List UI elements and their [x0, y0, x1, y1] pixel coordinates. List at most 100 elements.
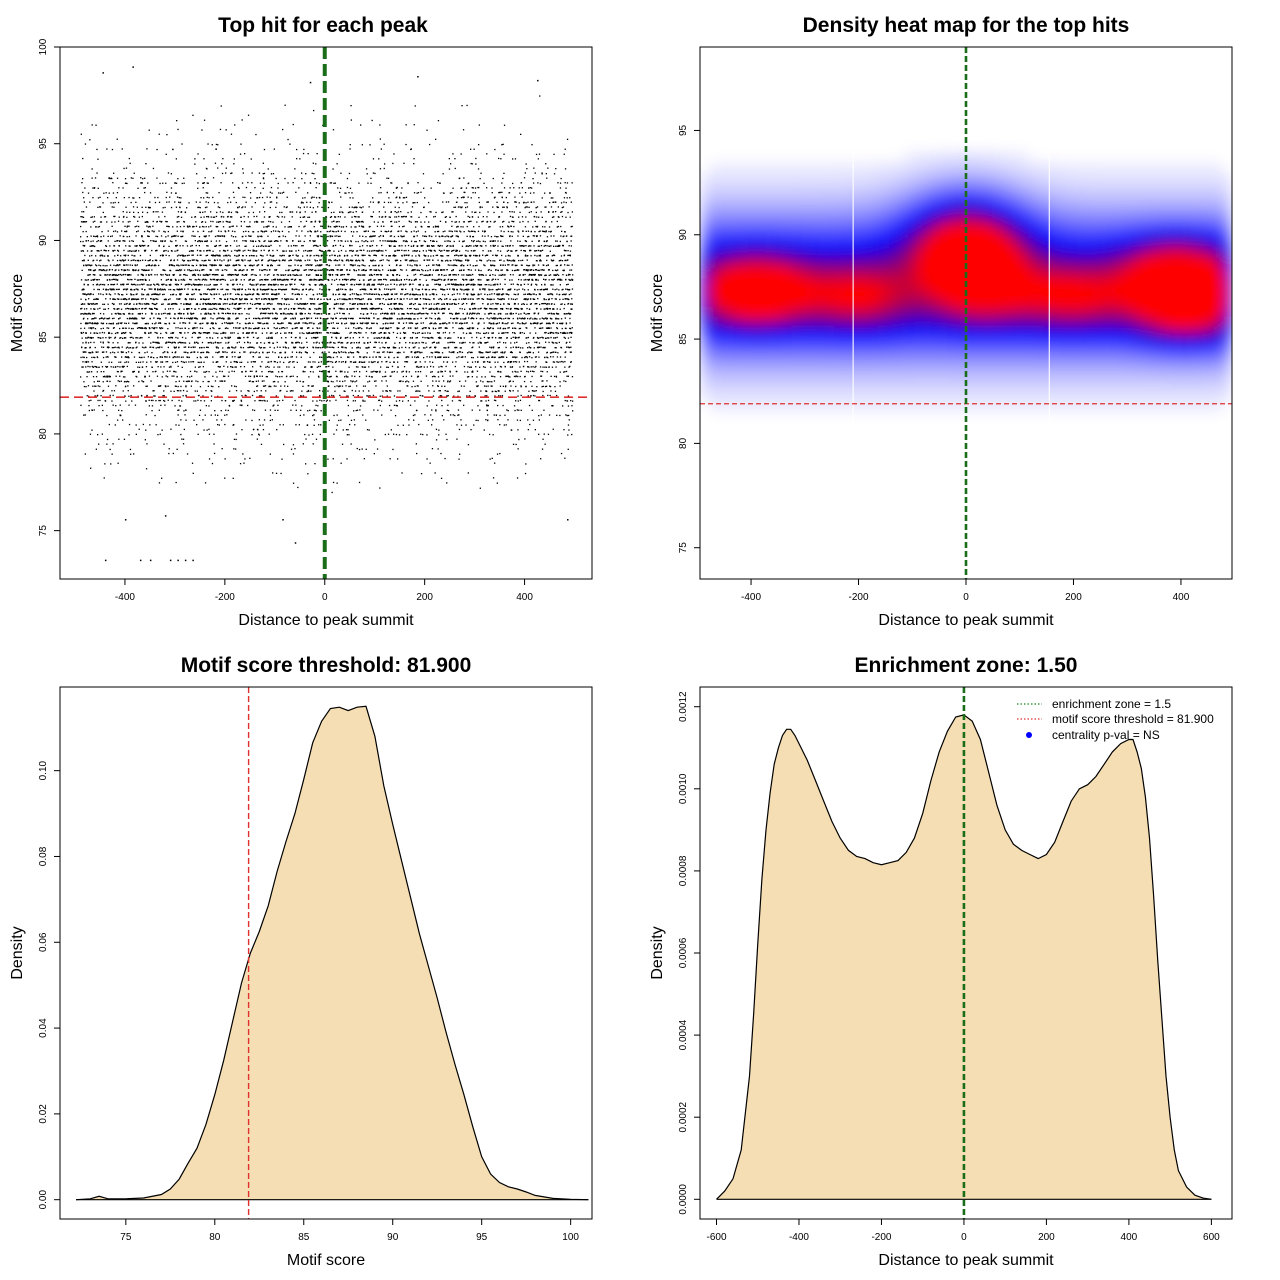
scatter-point: [232, 477, 234, 479]
scatter-point: [428, 303, 430, 305]
scatter-point: [542, 385, 544, 387]
scatter-point: [389, 240, 391, 242]
scatter-point: [276, 332, 278, 334]
scatter-point: [437, 283, 439, 285]
scatter-point: [351, 255, 353, 257]
scatter-point: [117, 220, 120, 222]
scatter-point: [88, 409, 90, 412]
scatter-point: [182, 279, 184, 281]
scatter-point: [369, 298, 371, 300]
scatter-point: [519, 240, 521, 242]
scatter-point: [385, 312, 387, 314]
scatter-point: [247, 332, 249, 334]
scatter-point: [163, 283, 165, 285]
scatter-point: [257, 327, 259, 330]
scatter-point: [360, 124, 362, 126]
scatter-point: [339, 303, 342, 305]
scatter-point: [504, 274, 506, 276]
scatter-point: [243, 221, 246, 223]
scatter-point: [193, 259, 195, 261]
scatter-point: [227, 289, 229, 291]
scatter-point: [242, 168, 244, 170]
scatter-point: [390, 182, 392, 184]
scatter-point: [382, 346, 384, 348]
scatter-point: [183, 342, 185, 344]
scatter-point: [157, 298, 159, 300]
scatter-point: [304, 371, 306, 373]
scatter-point: [262, 424, 264, 426]
scatter-point: [199, 347, 201, 349]
scatter-point: [135, 249, 137, 252]
scatter-point: [342, 380, 344, 383]
scatter-point: [369, 308, 371, 310]
scatter-point: [138, 361, 140, 363]
scatter-point: [292, 453, 295, 455]
scatter-point: [370, 269, 373, 271]
scatter-point: [372, 394, 375, 397]
scatter-point: [206, 216, 208, 218]
scatter-point: [430, 255, 432, 257]
scatter-point: [467, 221, 470, 223]
scatter-point: [403, 331, 405, 334]
scatter-point: [128, 157, 130, 160]
scatter-point: [513, 211, 515, 213]
scatter-point: [110, 366, 112, 368]
scatter-point: [345, 347, 347, 349]
scatter-point: [250, 307, 252, 310]
scatter-point: [365, 289, 367, 291]
scatter-point: [390, 240, 393, 243]
scatter-point: [98, 279, 100, 281]
scatter-point: [518, 336, 520, 338]
scatter-point: [419, 264, 421, 266]
scatter-point: [320, 298, 322, 300]
scatter-point: [536, 225, 539, 228]
scatter-point: [252, 255, 254, 257]
scatter-point: [511, 250, 513, 252]
scatter-point: [363, 308, 365, 310]
scatter-point: [469, 230, 471, 233]
scatter-point: [313, 303, 315, 305]
scatter-point: [231, 385, 233, 387]
scatter-point: [561, 211, 563, 213]
scatter-point: [335, 259, 337, 262]
scatter-point: [393, 240, 395, 243]
scatter-point: [314, 332, 317, 334]
scatter-point: [543, 298, 545, 301]
scatter-point: [208, 197, 210, 199]
scatter-point: [568, 332, 570, 334]
scatter-point: [503, 187, 506, 189]
scatter-point: [380, 250, 383, 252]
scatter-point: [350, 322, 352, 324]
scatter-point: [486, 284, 488, 286]
scatter-point: [337, 341, 339, 344]
scatter-point: [414, 273, 417, 276]
scatter-point: [506, 356, 508, 358]
scatter-point: [512, 221, 514, 223]
scatter-point: [532, 366, 534, 368]
scatter-point: [243, 351, 245, 353]
scatter-point: [403, 327, 405, 329]
scatter-point: [394, 206, 396, 208]
scatter-point: [531, 390, 534, 392]
scatter-point: [180, 356, 183, 358]
scatter-point: [457, 303, 460, 305]
scatter-point: [492, 288, 494, 291]
scatter-point: [215, 351, 217, 354]
scatter-point: [446, 250, 449, 252]
scatter-point: [508, 317, 511, 320]
scatter-point: [444, 260, 447, 262]
scatter-point: [495, 269, 497, 271]
scatter-point: [564, 303, 566, 306]
scatter-point: [379, 347, 381, 349]
scatter-point: [396, 352, 398, 354]
scatter-point: [376, 245, 378, 247]
scatter-point: [377, 250, 380, 252]
scatter-point: [354, 381, 356, 383]
scatter-point: [202, 182, 205, 184]
scatter-point: [149, 424, 151, 426]
scatter-point: [250, 327, 252, 330]
scatter-point: [319, 370, 321, 372]
scatter-point: [108, 337, 110, 339]
scatter-point: [177, 414, 179, 416]
scatter-point: [345, 327, 347, 329]
